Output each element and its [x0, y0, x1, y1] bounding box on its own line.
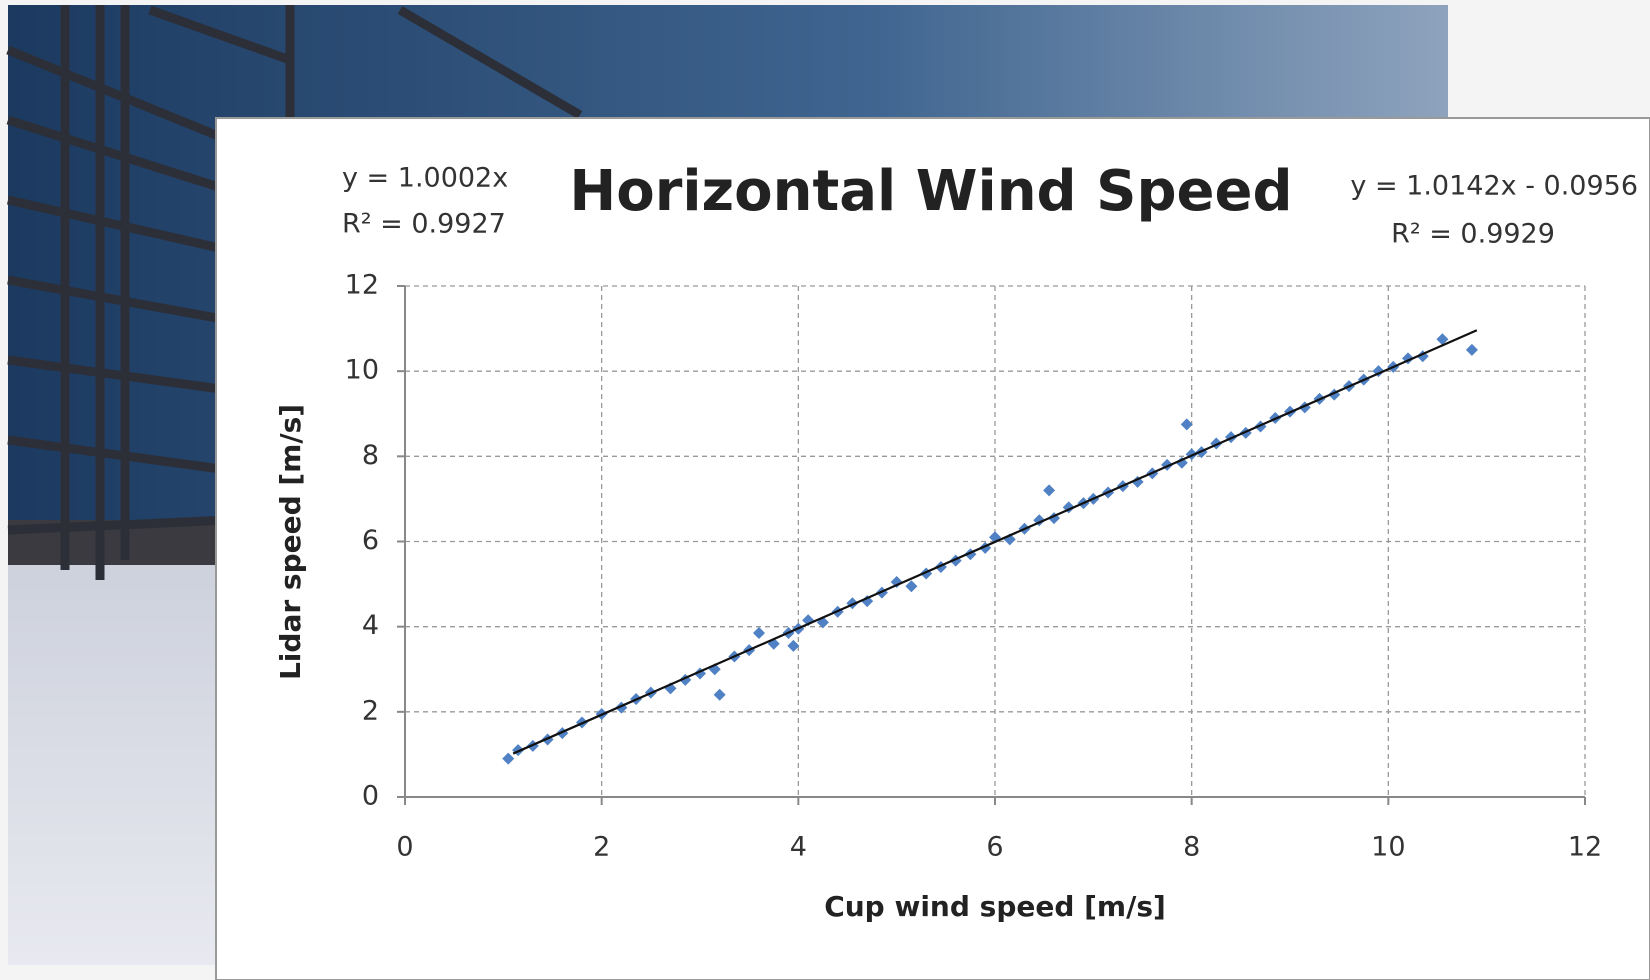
y-tick-label: 4 [362, 610, 379, 641]
y-tick-label: 6 [362, 525, 379, 556]
data-point [1436, 333, 1449, 346]
x-tick-label: 6 [986, 832, 1003, 863]
y-tick-label: 8 [362, 440, 379, 471]
data-point [1465, 343, 1478, 356]
y-tick-label: 0 [362, 781, 379, 812]
y-tick-label: 12 [345, 270, 379, 301]
x-tick-label: 12 [1568, 832, 1602, 863]
data-point [502, 752, 515, 765]
chart-panel [215, 117, 1650, 980]
data-point [753, 627, 765, 640]
data-point [713, 688, 726, 701]
x-axis-label: Cup wind speed [m/s] [824, 890, 1166, 923]
x-tick-label: 4 [790, 832, 807, 863]
annotation: y = 1.0002x [342, 163, 508, 194]
annotation: R² = 0.9929 [1391, 219, 1555, 250]
x-tick-label: 2 [593, 832, 610, 863]
annotation: y = 1.0142x - 0.0956 [1350, 171, 1638, 202]
x-tick-label: 10 [1371, 832, 1405, 863]
x-tick-label: 8 [1183, 832, 1200, 863]
x-tick-label: 0 [396, 832, 413, 863]
data-point [1043, 484, 1056, 497]
data-point [1180, 418, 1193, 431]
y-axis-label: Lidar speed [m/s] [274, 404, 307, 680]
trendline [512, 329, 1478, 755]
data-point [861, 595, 874, 608]
annotation: R² = 0.9927 [342, 209, 506, 240]
data-point [787, 639, 800, 652]
data-point [1062, 501, 1075, 514]
chart-title: Horizontal Wind Speed [569, 159, 1292, 224]
y-tick-label: 10 [345, 355, 379, 386]
y-tick-label: 2 [362, 695, 379, 726]
data-point [905, 580, 918, 593]
